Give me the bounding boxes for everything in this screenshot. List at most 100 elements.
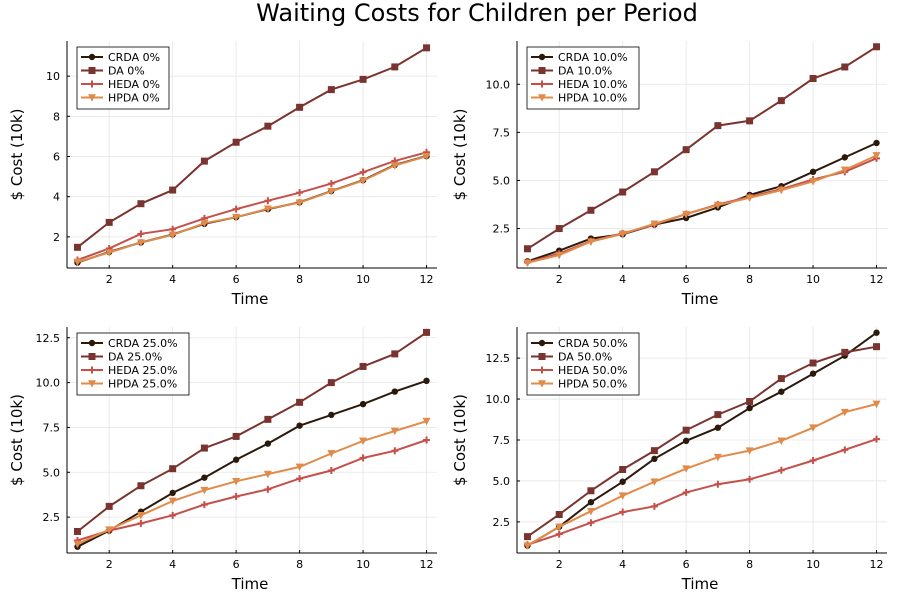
data-point <box>327 379 335 387</box>
data-point <box>168 497 177 506</box>
series-da <box>523 43 881 253</box>
data-point <box>105 502 113 510</box>
x-tick-label: 2 <box>556 273 563 286</box>
data-point <box>714 480 722 488</box>
data-point <box>200 501 208 509</box>
data-point <box>746 398 754 406</box>
legend-marker <box>538 339 546 347</box>
data-point <box>391 388 398 395</box>
series-hpda <box>73 153 431 267</box>
legend-marker <box>88 366 96 374</box>
x-tick-label: 10 <box>356 273 370 286</box>
data-point <box>73 540 82 549</box>
data-point <box>777 186 786 195</box>
x-tick-label: 10 <box>356 558 370 571</box>
legend-marker <box>538 80 546 88</box>
x-tick-label: 2 <box>106 273 113 286</box>
x-tick-label: 6 <box>233 558 240 571</box>
x-tick-label: 4 <box>619 558 626 571</box>
data-point <box>296 103 304 111</box>
legend-label: HPDA 50.0% <box>558 378 627 391</box>
data-point <box>391 447 399 455</box>
data-point <box>359 177 368 185</box>
x-tick-label: 8 <box>746 273 753 286</box>
y-tick-label: 10 <box>46 70 60 83</box>
y-tick-label: 10.0 <box>486 393 511 406</box>
y-tick-label: 2.5 <box>493 223 511 236</box>
chart-panel-4: 2 4 6 8 10 12 2.5 5.0 7.5 10.0 12.5 Time $ Cost (10k… <box>451 327 887 593</box>
legend: CRDA 50.0%DA 50.0%HEDA 50.0%HPDA 50.0% <box>526 332 640 396</box>
data-point <box>137 200 145 208</box>
data-point <box>651 455 658 463</box>
data-point <box>390 427 399 436</box>
data-point <box>327 187 336 196</box>
data-point <box>587 499 595 506</box>
data-point <box>232 213 241 222</box>
data-point <box>682 146 690 154</box>
x-tick-label: 4 <box>169 558 176 571</box>
series-hpda <box>523 152 881 267</box>
data-point <box>169 511 177 519</box>
data-point <box>873 343 881 351</box>
data-point <box>713 201 722 210</box>
series-line-crda <box>527 142 877 263</box>
figure-title: Waiting Costs for Children per Period <box>256 0 698 27</box>
y-tick-label: 7.5 <box>43 421 61 434</box>
legend-label: HEDA 0% <box>108 78 160 91</box>
y-tick-label: 5.0 <box>493 174 511 187</box>
data-point <box>714 122 722 130</box>
data-point <box>841 63 849 71</box>
data-point <box>872 152 881 160</box>
data-point <box>295 199 304 207</box>
legend-marker <box>87 94 97 102</box>
y-tick-label: 2.5 <box>43 511 61 524</box>
data-point <box>327 180 335 188</box>
data-point <box>200 444 208 452</box>
data-point <box>809 359 817 367</box>
data-point <box>618 492 627 500</box>
y-tick-label: 2 <box>53 231 60 244</box>
data-point <box>650 502 658 510</box>
y-tick-label: 7.5 <box>493 126 511 139</box>
data-point <box>650 220 659 228</box>
data-point <box>619 478 626 485</box>
data-point <box>169 489 176 497</box>
legend-label: CRDA 10.0% <box>558 51 628 64</box>
legend-marker <box>88 53 96 61</box>
data-point <box>555 530 563 538</box>
legend-label: CRDA 25.0% <box>108 337 178 350</box>
data-point <box>841 348 849 356</box>
data-point <box>840 408 849 417</box>
legend-marker <box>88 353 96 360</box>
data-point <box>777 466 785 474</box>
data-point <box>264 415 272 423</box>
series-line-crda <box>77 379 427 548</box>
data-point <box>873 435 881 443</box>
data-point <box>555 511 563 519</box>
data-point <box>232 493 240 500</box>
data-point <box>105 218 113 226</box>
data-point <box>746 475 754 483</box>
legend-label: DA 50.0% <box>558 351 612 364</box>
data-point <box>682 437 690 445</box>
data-point <box>873 43 881 51</box>
x-tick-label: 12 <box>420 558 434 571</box>
data-point <box>619 465 627 473</box>
x-tick-label: 8 <box>296 558 303 571</box>
data-point <box>73 258 82 267</box>
data-point <box>587 487 595 495</box>
series-hpda <box>523 400 881 550</box>
data-point <box>523 245 531 253</box>
series-line-da <box>76 46 428 249</box>
data-point <box>264 122 272 130</box>
data-point <box>809 424 818 432</box>
data-point <box>73 527 81 535</box>
legend-label: HPDA 0% <box>108 92 160 105</box>
legend-marker <box>87 380 97 388</box>
data-point <box>391 63 399 71</box>
data-point <box>778 388 785 395</box>
data-point <box>555 225 563 233</box>
data-point <box>295 463 304 472</box>
